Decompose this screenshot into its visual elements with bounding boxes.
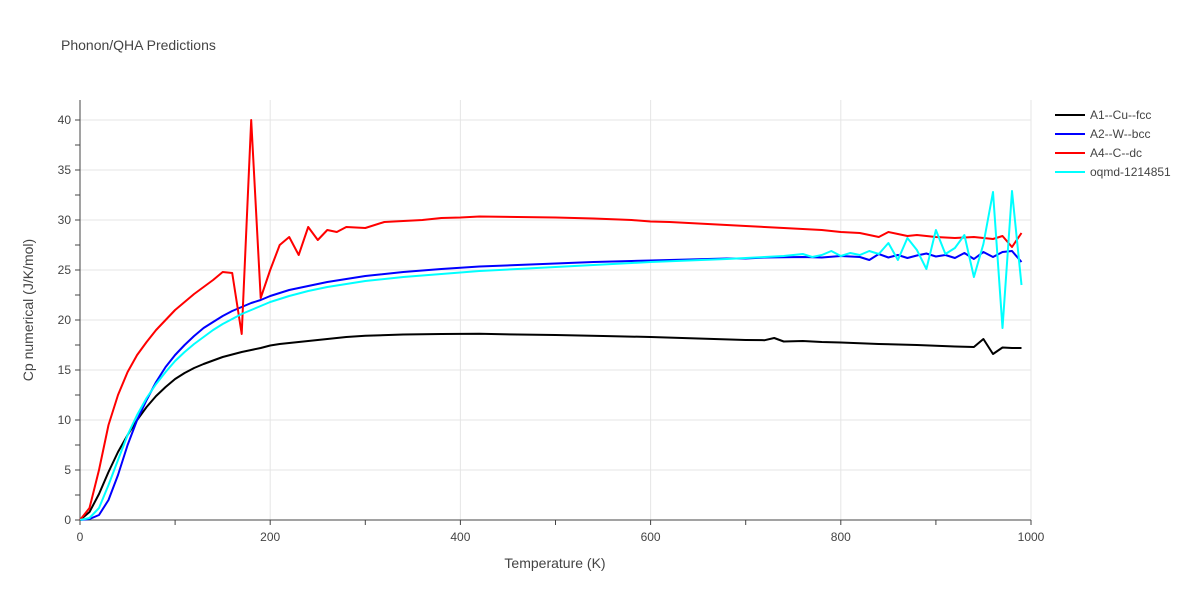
x-tick-label: 400 <box>450 530 470 544</box>
y-tick-label: 30 <box>58 213 72 227</box>
series-line-1 <box>79 332 1022 521</box>
series-line-3 <box>79 119 1023 521</box>
y-axis-label: Cp numerical (J/K/mol) <box>20 239 36 381</box>
chart-title: Phonon/QHA Predictions <box>61 37 216 53</box>
legend: A1--Cu--fcc A2--W--bcc A4--C--dc oqmd-12148… <box>1055 108 1171 179</box>
y-tick-label: 5 <box>64 463 71 477</box>
x-tick-label: 0 <box>77 530 84 544</box>
legend-label: A1--Cu--fcc <box>1090 108 1151 122</box>
ticks: 0 200 400 600 800 1000 0 5 10 15 20 25 30 35 40 <box>58 113 1045 544</box>
y-tick-label: 40 <box>58 113 72 127</box>
series-line-2 <box>79 250 1023 521</box>
x-tick-label: 1000 <box>1018 530 1045 544</box>
legend-label: oqmd-1214851 <box>1090 165 1171 179</box>
y-tick-label: 20 <box>58 313 72 327</box>
grid <box>80 100 1032 520</box>
y-tick-label: 25 <box>58 263 72 277</box>
legend-label: A2--W--bcc <box>1090 127 1150 141</box>
plot-area <box>79 119 1023 521</box>
y-tick-label: 10 <box>58 413 72 427</box>
series-line-4 <box>79 190 1023 521</box>
y-tick-label: 15 <box>58 363 72 377</box>
x-axis-label: Temperature (K) <box>504 555 605 571</box>
x-tick-label: 800 <box>831 530 851 544</box>
x-tick-label: 200 <box>260 530 280 544</box>
y-tick-label: 35 <box>58 163 72 177</box>
y-tick-label: 0 <box>64 513 71 527</box>
legend-label: A4--C--dc <box>1090 146 1142 160</box>
x-tick-label: 600 <box>641 530 661 544</box>
